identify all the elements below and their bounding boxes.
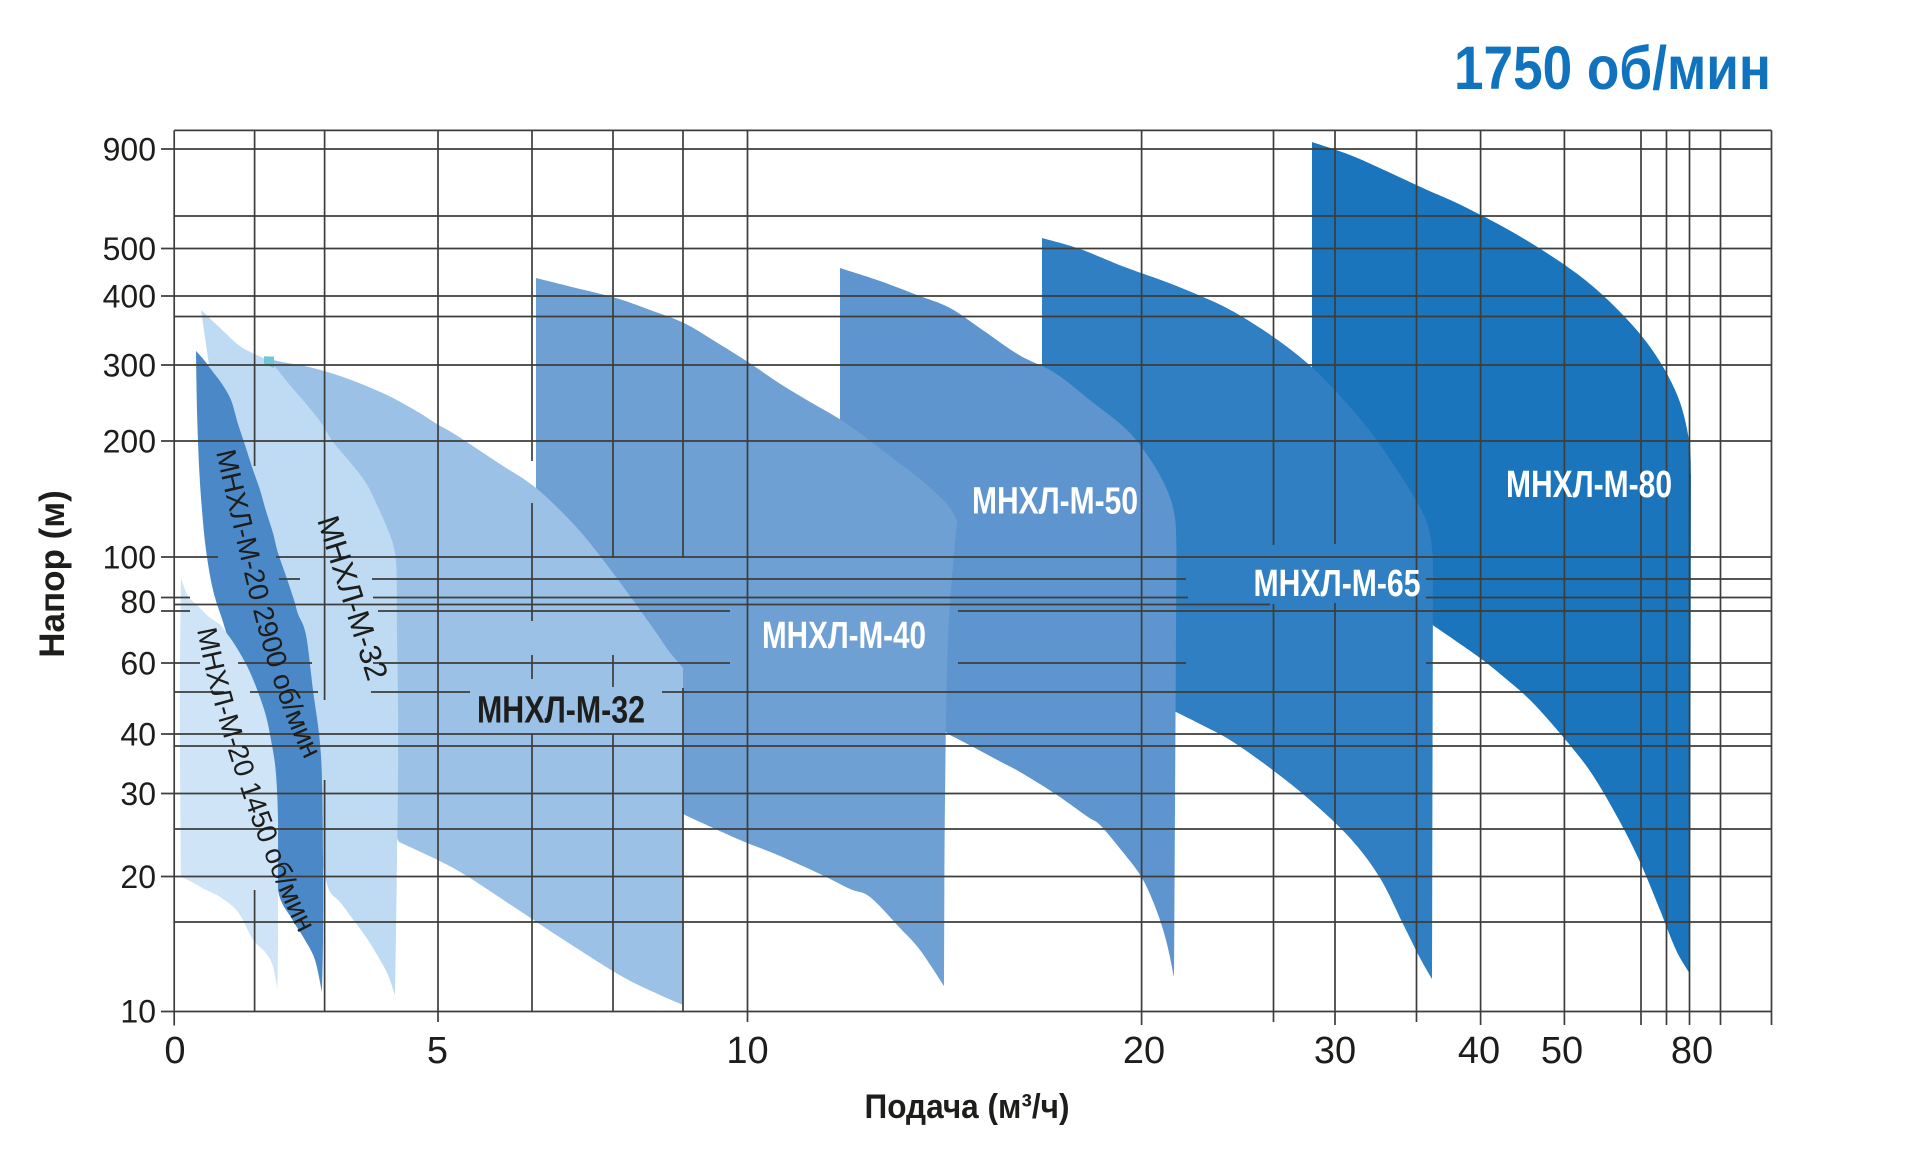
svg-text:400: 400 <box>103 278 156 314</box>
svg-text:100: 100 <box>103 539 156 575</box>
svg-text:500: 500 <box>103 231 156 267</box>
svg-text:10: 10 <box>120 993 156 1029</box>
svg-text:40: 40 <box>1458 1030 1500 1072</box>
svg-text:МНХЛ-М-40: МНХЛ-М-40 <box>762 615 926 657</box>
svg-text:30: 30 <box>120 776 156 812</box>
svg-text:МНХЛ-М-50: МНХЛ-М-50 <box>972 481 1138 523</box>
svg-text:МНХЛ-М-65: МНХЛ-М-65 <box>1254 563 1421 605</box>
svg-text:Подача (м³/ч): Подача (м³/ч) <box>865 1088 1070 1126</box>
svg-text:60: 60 <box>120 645 156 681</box>
svg-text:900: 900 <box>103 131 156 167</box>
svg-text:200: 200 <box>103 423 156 459</box>
svg-text:20: 20 <box>120 859 156 895</box>
svg-text:МНХЛ-М-80: МНХЛ-М-80 <box>1506 464 1672 506</box>
svg-text:80: 80 <box>120 584 156 620</box>
svg-text:30: 30 <box>1314 1030 1356 1072</box>
svg-text:50: 50 <box>1541 1030 1583 1072</box>
svg-text:10: 10 <box>726 1030 768 1072</box>
svg-text:МНХЛ-М-32: МНХЛ-М-32 <box>477 690 645 732</box>
svg-text:Напор (м): Напор (м) <box>33 490 72 658</box>
svg-text:5: 5 <box>427 1030 448 1072</box>
svg-text:80: 80 <box>1671 1030 1713 1072</box>
svg-text:1750 об/мин: 1750 об/мин <box>1454 34 1771 102</box>
svg-text:40: 40 <box>120 716 156 752</box>
svg-text:0: 0 <box>164 1030 185 1072</box>
svg-text:300: 300 <box>103 347 156 383</box>
svg-text:20: 20 <box>1123 1030 1165 1072</box>
